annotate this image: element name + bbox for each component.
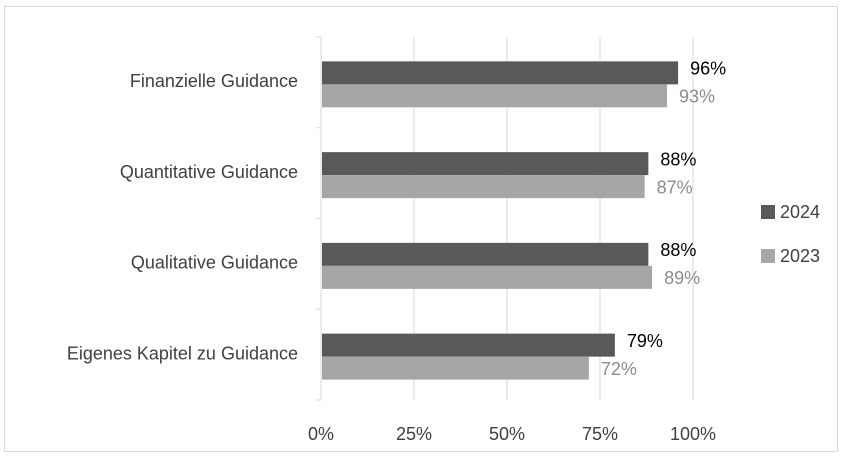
x-tick-label: 50% (489, 424, 525, 444)
category-label: Eigenes Kapitel zu Guidance (67, 343, 298, 363)
bar-2024 (322, 152, 649, 176)
category-axis (316, 36, 322, 401)
category-labels: Finanzielle Guidance Quantitative Guidanc… (67, 71, 298, 363)
bar-2023 (322, 356, 589, 380)
value-labels: 96% 93% 88% 87% 88% 89% 79% 72% (601, 59, 726, 379)
value-label-2023: 72% (601, 359, 637, 379)
bar-2024 (322, 242, 649, 266)
bar-2024 (322, 333, 615, 357)
x-tick-label: 25% (396, 424, 432, 444)
legend-label-2023: 2023 (780, 246, 820, 266)
legend: 2024 2023 (761, 202, 820, 266)
value-label-2024: 88% (660, 240, 696, 260)
legend-swatch-2023 (761, 249, 775, 263)
legend-swatch-2024 (761, 205, 775, 219)
bars (322, 61, 679, 380)
x-tick-labels: 0% 25% 50% 75% 100% (308, 424, 716, 444)
category-label: Finanzielle Guidance (130, 71, 298, 91)
bar-2023 (322, 265, 653, 289)
legend-label-2024: 2024 (780, 202, 820, 222)
x-tick-label: 0% (308, 424, 334, 444)
value-label-2023: 89% (664, 268, 700, 288)
value-label-2024: 88% (660, 149, 696, 169)
value-label-2023: 93% (679, 87, 715, 107)
value-label-2024: 96% (690, 59, 726, 79)
category-label: Qualitative Guidance (131, 253, 298, 273)
category-label: Quantitative Guidance (120, 162, 298, 182)
x-tick-label: 75% (582, 424, 618, 444)
x-tick-label: 100% (670, 424, 716, 444)
bar-2024 (322, 61, 679, 85)
value-label-2024: 79% (627, 331, 663, 351)
bar-2023 (322, 175, 645, 199)
value-label-2023: 87% (657, 177, 693, 197)
bar-2023 (322, 84, 667, 108)
